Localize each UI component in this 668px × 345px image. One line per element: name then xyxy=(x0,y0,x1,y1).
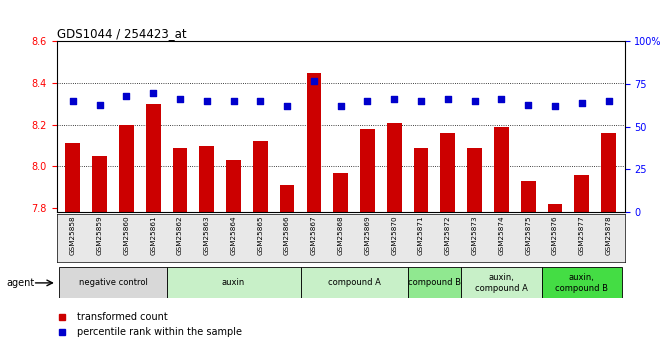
Bar xyxy=(413,148,428,212)
Bar xyxy=(146,104,160,212)
Text: GSM25861: GSM25861 xyxy=(150,215,156,255)
Bar xyxy=(387,122,401,212)
Text: transformed count: transformed count xyxy=(77,312,168,322)
Text: auxin: auxin xyxy=(222,278,245,287)
Text: GSM25868: GSM25868 xyxy=(338,215,343,255)
Point xyxy=(202,98,212,104)
Bar xyxy=(542,267,622,298)
Text: compound A: compound A xyxy=(327,278,381,287)
Text: negative control: negative control xyxy=(79,278,148,287)
Text: GDS1044 / 254423_at: GDS1044 / 254423_at xyxy=(57,27,186,40)
Point xyxy=(523,102,534,107)
Point xyxy=(603,98,614,104)
Bar xyxy=(280,185,295,212)
Text: percentile rank within the sample: percentile rank within the sample xyxy=(77,327,242,337)
Point xyxy=(469,98,480,104)
Point xyxy=(550,104,560,109)
Point xyxy=(496,97,507,102)
Bar xyxy=(360,129,375,212)
Bar xyxy=(461,267,542,298)
Text: GSM25878: GSM25878 xyxy=(605,215,611,255)
Text: GSM25866: GSM25866 xyxy=(284,215,290,255)
Text: agent: agent xyxy=(7,278,35,288)
Bar xyxy=(440,133,455,212)
Bar xyxy=(548,204,562,212)
Text: GSM25874: GSM25874 xyxy=(498,215,504,255)
Bar xyxy=(59,267,166,298)
Point xyxy=(148,90,158,95)
Point xyxy=(121,93,132,99)
Bar xyxy=(521,181,536,212)
Bar xyxy=(226,160,241,212)
Bar xyxy=(574,175,589,212)
Text: GSM25872: GSM25872 xyxy=(445,215,451,255)
Bar xyxy=(166,267,301,298)
Text: GSM25867: GSM25867 xyxy=(311,215,317,255)
Point xyxy=(415,98,426,104)
Text: GSM25863: GSM25863 xyxy=(204,215,210,255)
Bar xyxy=(119,125,134,212)
Bar xyxy=(200,146,214,212)
Point xyxy=(335,104,346,109)
Bar xyxy=(307,73,321,212)
Bar xyxy=(494,127,509,212)
Text: GSM25871: GSM25871 xyxy=(418,215,424,255)
Text: GSM25873: GSM25873 xyxy=(472,215,478,255)
Point xyxy=(94,102,105,107)
Bar xyxy=(65,144,80,212)
Bar xyxy=(333,172,348,212)
Point xyxy=(282,104,293,109)
Point xyxy=(389,97,399,102)
Text: auxin,
compound A: auxin, compound A xyxy=(475,273,528,293)
Text: GSM25865: GSM25865 xyxy=(257,215,263,255)
Bar xyxy=(253,141,268,212)
Bar xyxy=(92,156,107,212)
Point xyxy=(576,100,587,106)
Point xyxy=(67,98,78,104)
Text: GSM25859: GSM25859 xyxy=(97,215,103,255)
Text: GSM25870: GSM25870 xyxy=(391,215,397,255)
Point xyxy=(174,97,185,102)
Point xyxy=(362,98,373,104)
Bar xyxy=(407,267,461,298)
Bar xyxy=(601,133,616,212)
Point xyxy=(255,98,266,104)
Text: auxin,
compound B: auxin, compound B xyxy=(555,273,609,293)
Text: GSM25864: GSM25864 xyxy=(230,215,236,255)
Text: GSM25869: GSM25869 xyxy=(365,215,371,255)
Text: GSM25876: GSM25876 xyxy=(552,215,558,255)
Bar xyxy=(301,267,407,298)
Point xyxy=(228,98,239,104)
Bar xyxy=(467,148,482,212)
Text: GSM25875: GSM25875 xyxy=(525,215,531,255)
Bar xyxy=(172,148,187,212)
Point xyxy=(309,78,319,83)
Text: GSM25860: GSM25860 xyxy=(124,215,130,255)
Text: GSM25877: GSM25877 xyxy=(578,215,584,255)
Text: compound B: compound B xyxy=(408,278,461,287)
Text: GSM25858: GSM25858 xyxy=(70,215,76,255)
Point xyxy=(442,97,453,102)
Text: GSM25862: GSM25862 xyxy=(177,215,183,255)
